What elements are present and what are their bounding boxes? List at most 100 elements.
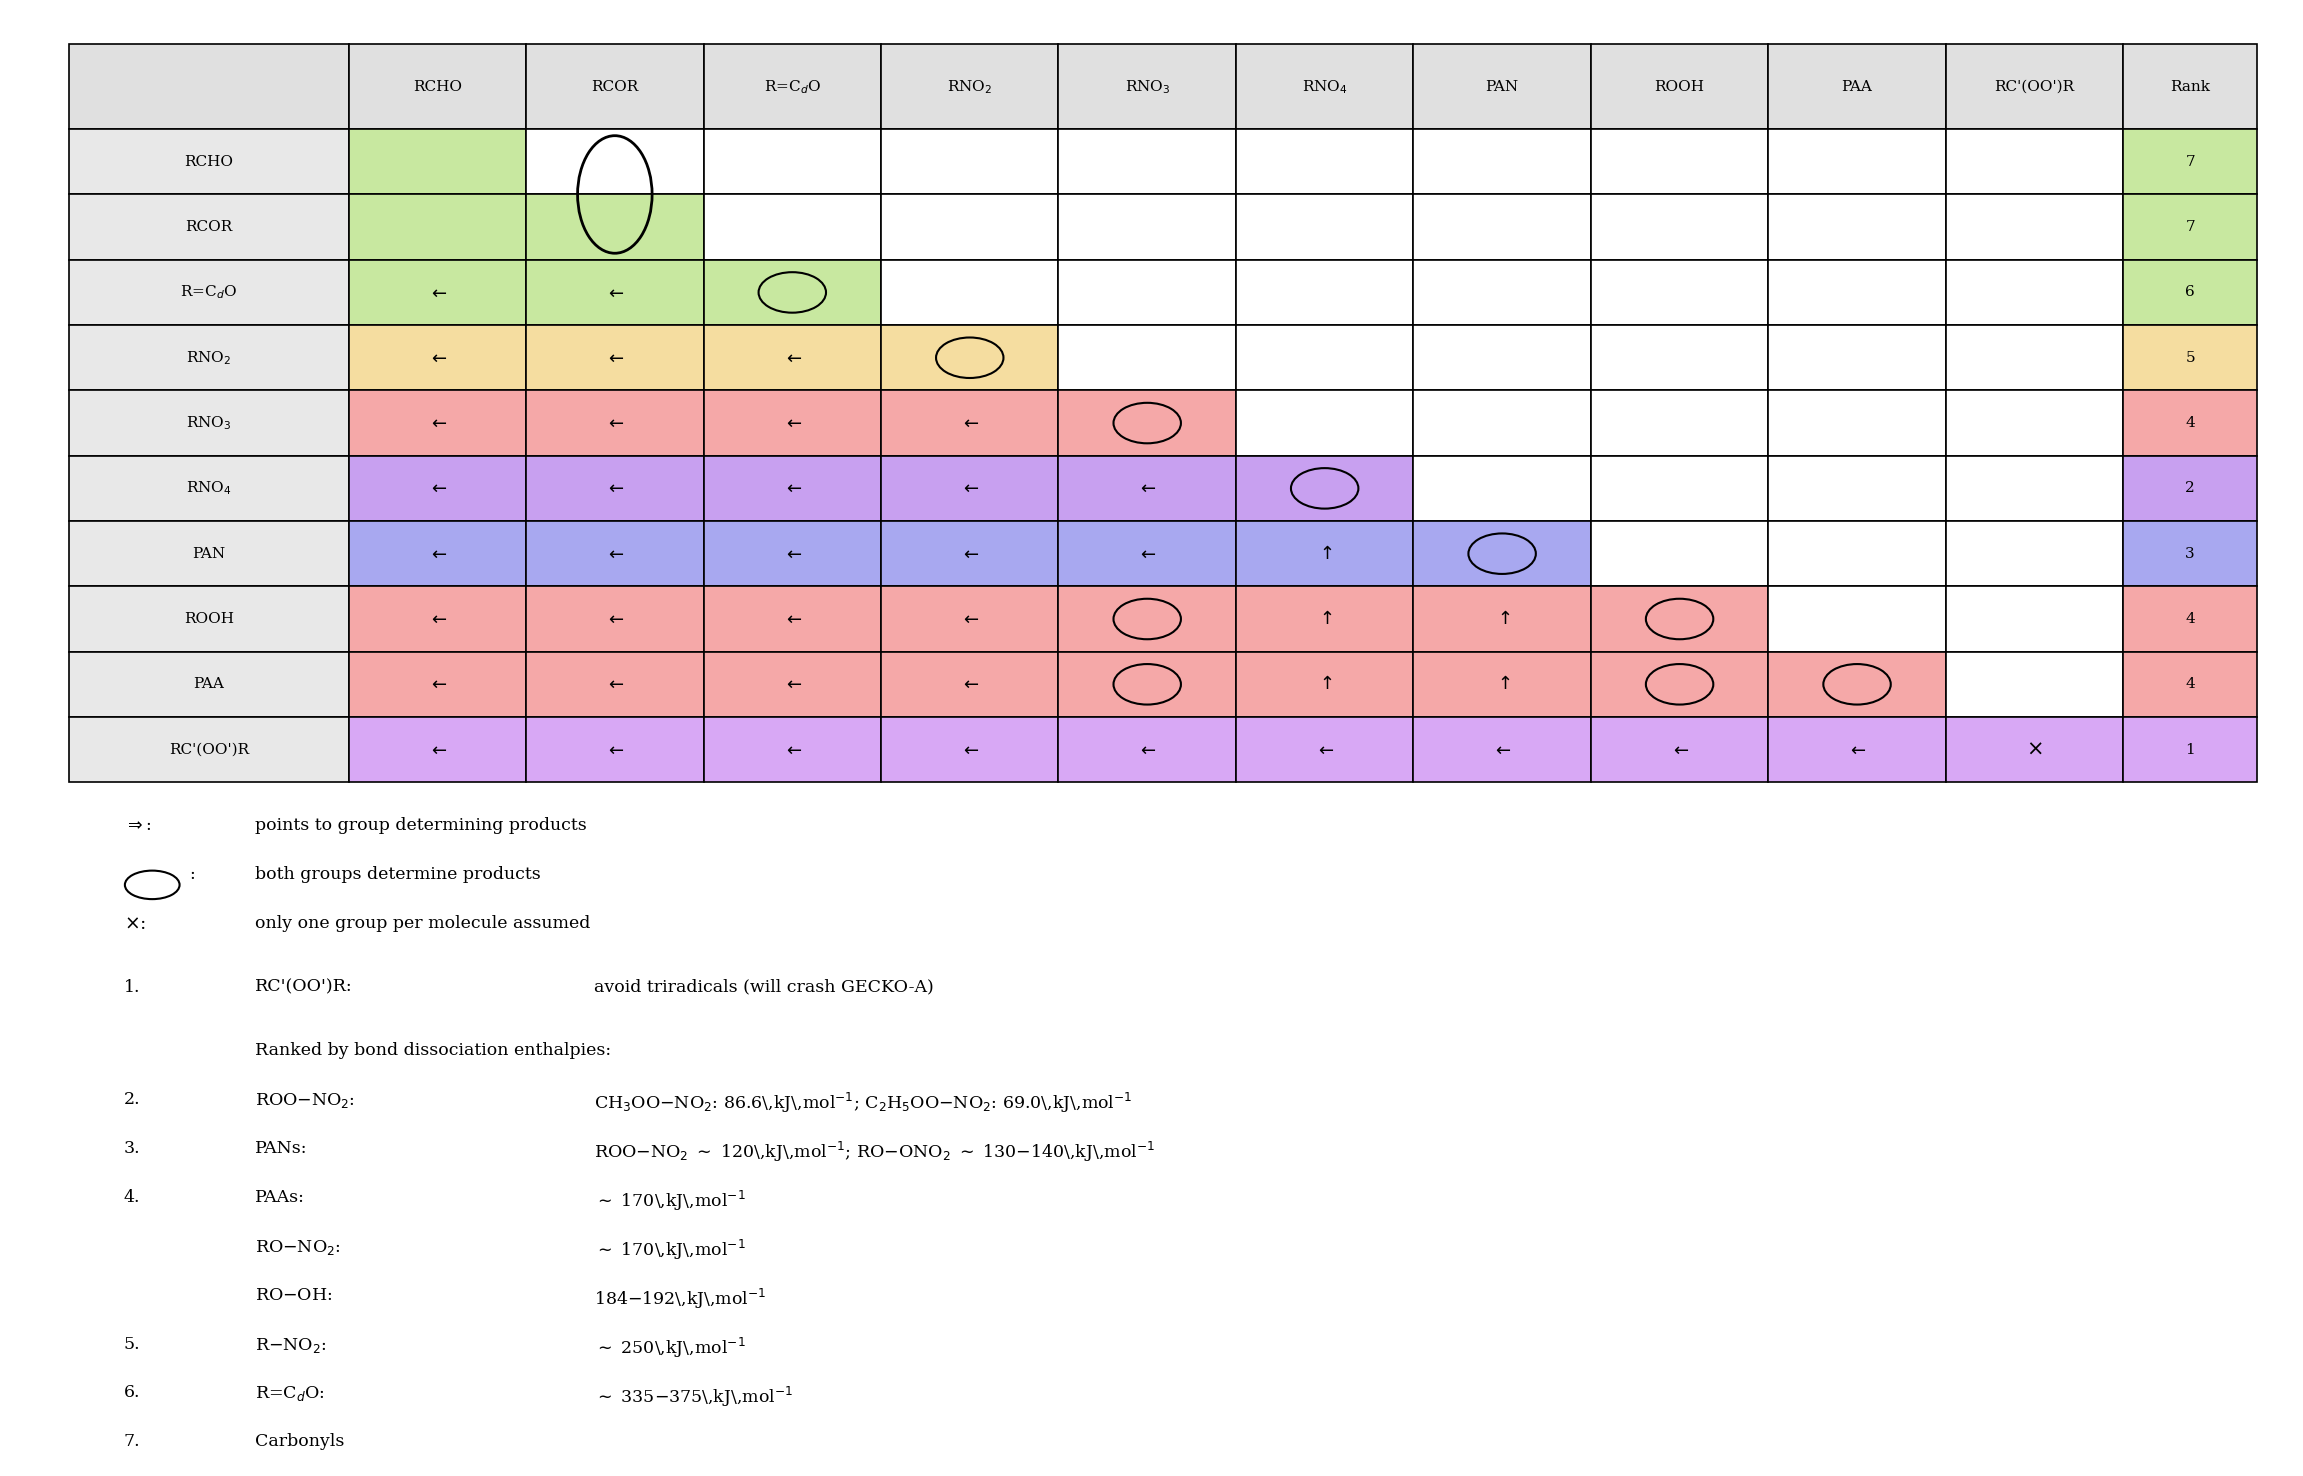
Bar	[1591, 521, 1769, 586]
Text: CH$_3$OO$-$NO$_2$: 86.6\,kJ\,mol$^{-1}$; C$_2$H$_5$OO$-$NO$_2$: 69.0\,kJ\,mol$^{: CH$_3$OO$-$NO$_2$: 86.6\,kJ\,mol$^{-1}$;…	[594, 1091, 1133, 1116]
Text: PAA: PAA	[1842, 80, 1872, 93]
Bar	[882, 652, 1059, 717]
Bar	[1237, 128, 1414, 195]
Bar	[525, 456, 705, 521]
Bar	[525, 652, 705, 717]
Text: $\leftarrow$: $\leftarrow$	[606, 480, 624, 497]
Bar	[705, 391, 882, 456]
Text: $\leftarrow$: $\leftarrow$	[1138, 741, 1156, 759]
Text: 1: 1	[2186, 742, 2195, 757]
Bar	[69, 128, 348, 195]
Bar	[1414, 44, 1591, 130]
Bar	[2123, 456, 2257, 521]
Text: $\leftarrow$: $\leftarrow$	[606, 676, 624, 694]
Text: $\leftarrow$: $\leftarrow$	[783, 676, 801, 694]
Bar	[525, 325, 705, 391]
Bar	[1237, 586, 1414, 652]
Text: 1.: 1.	[124, 979, 140, 996]
Bar	[705, 456, 882, 521]
Bar	[69, 652, 348, 717]
Bar	[1946, 325, 2123, 391]
Text: 3: 3	[2186, 546, 2195, 561]
Text: ROO$-$NO$_2$:: ROO$-$NO$_2$:	[256, 1091, 355, 1110]
Bar	[882, 325, 1059, 391]
Bar	[1414, 195, 1591, 260]
Bar	[1591, 652, 1769, 717]
Bar	[1237, 195, 1414, 260]
Text: RNO$_4$: RNO$_4$	[1301, 78, 1347, 96]
Text: $\leftarrow$: $\leftarrow$	[1138, 480, 1156, 497]
Bar	[2123, 260, 2257, 325]
Bar	[1769, 586, 1946, 652]
Text: RCOR: RCOR	[592, 80, 638, 93]
Bar	[882, 391, 1059, 456]
Bar	[1414, 456, 1591, 521]
Bar	[705, 717, 882, 782]
Bar	[1237, 44, 1414, 130]
Text: ROOH: ROOH	[1654, 80, 1704, 93]
Bar	[1237, 521, 1414, 586]
Bar	[1414, 325, 1591, 391]
Bar	[1059, 652, 1237, 717]
Text: Rank: Rank	[2169, 80, 2211, 93]
Text: 6.: 6.	[124, 1384, 140, 1402]
Bar	[1237, 652, 1414, 717]
Bar	[525, 586, 705, 652]
Text: Ranked by bond dissociation enthalpies:: Ranked by bond dissociation enthalpies:	[256, 1042, 610, 1060]
Bar	[705, 260, 882, 325]
Bar	[69, 456, 348, 521]
Bar	[69, 260, 348, 325]
Bar	[69, 195, 348, 260]
Bar	[69, 521, 348, 586]
Bar	[1237, 325, 1414, 391]
Bar	[348, 325, 525, 391]
Bar	[2123, 325, 2257, 391]
Bar	[1059, 195, 1237, 260]
Bar	[1769, 195, 1946, 260]
Text: 2: 2	[2186, 481, 2195, 496]
Bar	[1591, 325, 1769, 391]
Text: $\leftarrow$: $\leftarrow$	[1847, 741, 1868, 759]
Bar	[348, 44, 525, 130]
Bar	[1769, 456, 1946, 521]
Bar	[525, 521, 705, 586]
Text: $\leftarrow$: $\leftarrow$	[606, 283, 624, 301]
Bar	[2123, 391, 2257, 456]
Text: 3.: 3.	[124, 1139, 140, 1157]
Text: PANs:: PANs:	[256, 1139, 309, 1157]
Bar	[1946, 652, 2123, 717]
Bar	[2123, 652, 2257, 717]
Text: RC'(OO')R: RC'(OO')R	[168, 742, 249, 757]
Bar	[348, 260, 525, 325]
Text: $\leftarrow$: $\leftarrow$	[960, 610, 979, 627]
Text: $\leftarrow$: $\leftarrow$	[1492, 741, 1511, 759]
Text: 6: 6	[2186, 285, 2195, 300]
Text: 7: 7	[2186, 155, 2195, 168]
Bar	[1414, 652, 1591, 717]
Text: $\times$:: $\times$:	[124, 915, 145, 933]
Text: ROOH: ROOH	[184, 613, 235, 626]
Text: RNO$_3$: RNO$_3$	[1124, 78, 1170, 96]
Text: PAA: PAA	[193, 677, 223, 691]
Text: 5: 5	[2186, 351, 2195, 365]
Bar	[1414, 391, 1591, 456]
Bar	[348, 128, 525, 195]
Bar	[1414, 586, 1591, 652]
Text: $\leftarrow$: $\leftarrow$	[606, 741, 624, 759]
Text: 7: 7	[2186, 220, 2195, 235]
Bar	[2123, 717, 2257, 782]
Bar	[1946, 391, 2123, 456]
Bar	[348, 456, 525, 521]
Text: $\leftarrow$: $\leftarrow$	[428, 480, 447, 497]
Bar	[348, 521, 525, 586]
Bar	[1769, 521, 1946, 586]
Text: $\uparrow$: $\uparrow$	[1495, 610, 1511, 627]
Bar	[1414, 521, 1591, 586]
Text: :: :	[189, 866, 196, 883]
Bar	[69, 44, 348, 130]
Text: RCOR: RCOR	[184, 220, 233, 235]
Bar	[1769, 391, 1946, 456]
Bar	[1591, 456, 1769, 521]
Text: $\leftarrow$: $\leftarrow$	[428, 283, 447, 301]
Text: $\leftarrow$: $\leftarrow$	[428, 545, 447, 562]
